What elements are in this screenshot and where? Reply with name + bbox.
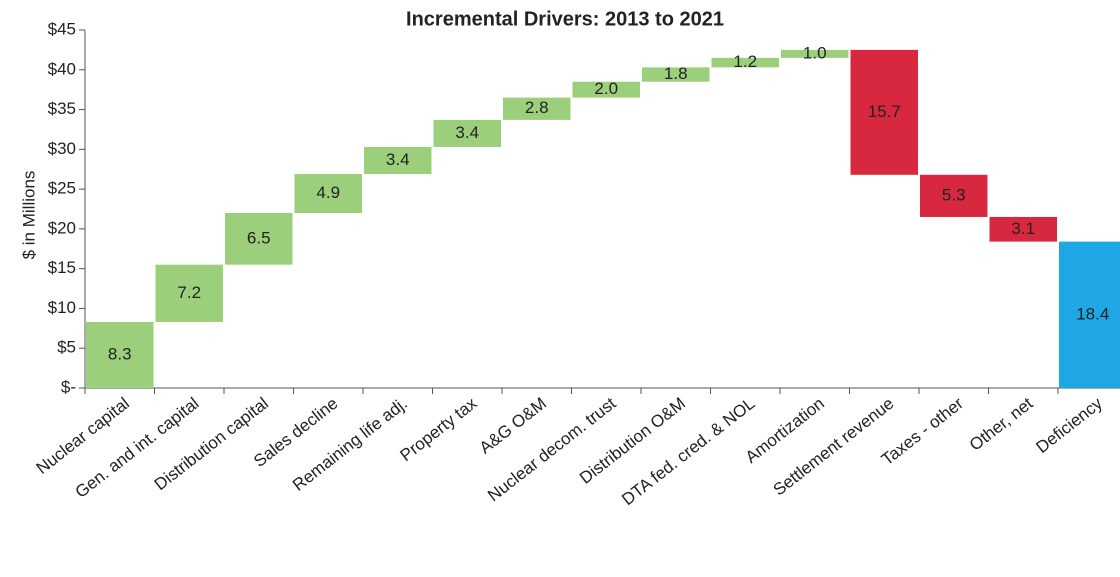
y-tick-label: $40 (48, 59, 76, 78)
bar (1059, 241, 1120, 388)
bar (86, 321, 154, 388)
y-tick-label: $35 (48, 99, 76, 118)
value-label: 2.0 (594, 79, 618, 98)
y-tick-label: $- (61, 377, 76, 396)
value-label: 18.4 (1076, 304, 1109, 323)
y-tick-label: $25 (48, 179, 76, 198)
bar (225, 212, 293, 265)
value-label: 3.4 (386, 150, 410, 169)
y-tick-label: $15 (48, 258, 76, 277)
bar (850, 49, 918, 175)
bar (433, 119, 501, 147)
value-label: 15.7 (868, 102, 901, 121)
value-label: 7.2 (177, 283, 201, 302)
bar (503, 97, 571, 120)
y-tick-label: $5 (57, 338, 76, 357)
x-tick-label: Nuclear decom. trust (484, 394, 620, 506)
value-label: 3.4 (455, 123, 479, 142)
chart-title: Incremental Drivers: 2013 to 2021 (406, 8, 724, 30)
bar (920, 174, 988, 217)
x-tick-label: Settlement revenue (770, 394, 898, 500)
y-tick-label: $10 (48, 298, 76, 317)
x-tick-label: Gen. and int. capital (72, 394, 203, 502)
y-tick-label: $45 (48, 19, 76, 38)
y-tick-label: $20 (48, 218, 76, 237)
x-tick-label: Remaining life adj. (289, 394, 411, 495)
bar (155, 264, 223, 322)
bar (364, 146, 432, 174)
bar (711, 57, 779, 68)
x-tick-label: Property tax (397, 393, 481, 465)
y-tick-label: $30 (48, 139, 76, 158)
value-label: 8.3 (108, 344, 132, 363)
value-label: 5.3 (942, 185, 966, 204)
bar (572, 81, 640, 98)
x-tick-label: DTA fed. cred. & NOL (618, 394, 758, 509)
value-label: 6.5 (247, 228, 271, 247)
x-tick-label: Distribution capital (151, 394, 272, 494)
value-label: 1.2 (733, 52, 757, 71)
x-tick-label: Deficiency (1032, 393, 1106, 457)
x-tick-label: Other, net (966, 394, 1037, 455)
bar (642, 67, 710, 82)
bar (294, 173, 362, 213)
y-axis-title: $ in Millions (19, 171, 38, 260)
value-label: 4.9 (316, 183, 340, 202)
bar (989, 216, 1057, 242)
value-label: 1.8 (664, 64, 688, 83)
bar (781, 49, 849, 58)
value-label: 1.0 (803, 43, 827, 62)
value-label: 3.1 (1011, 219, 1035, 238)
value-label: 2.8 (525, 98, 549, 117)
